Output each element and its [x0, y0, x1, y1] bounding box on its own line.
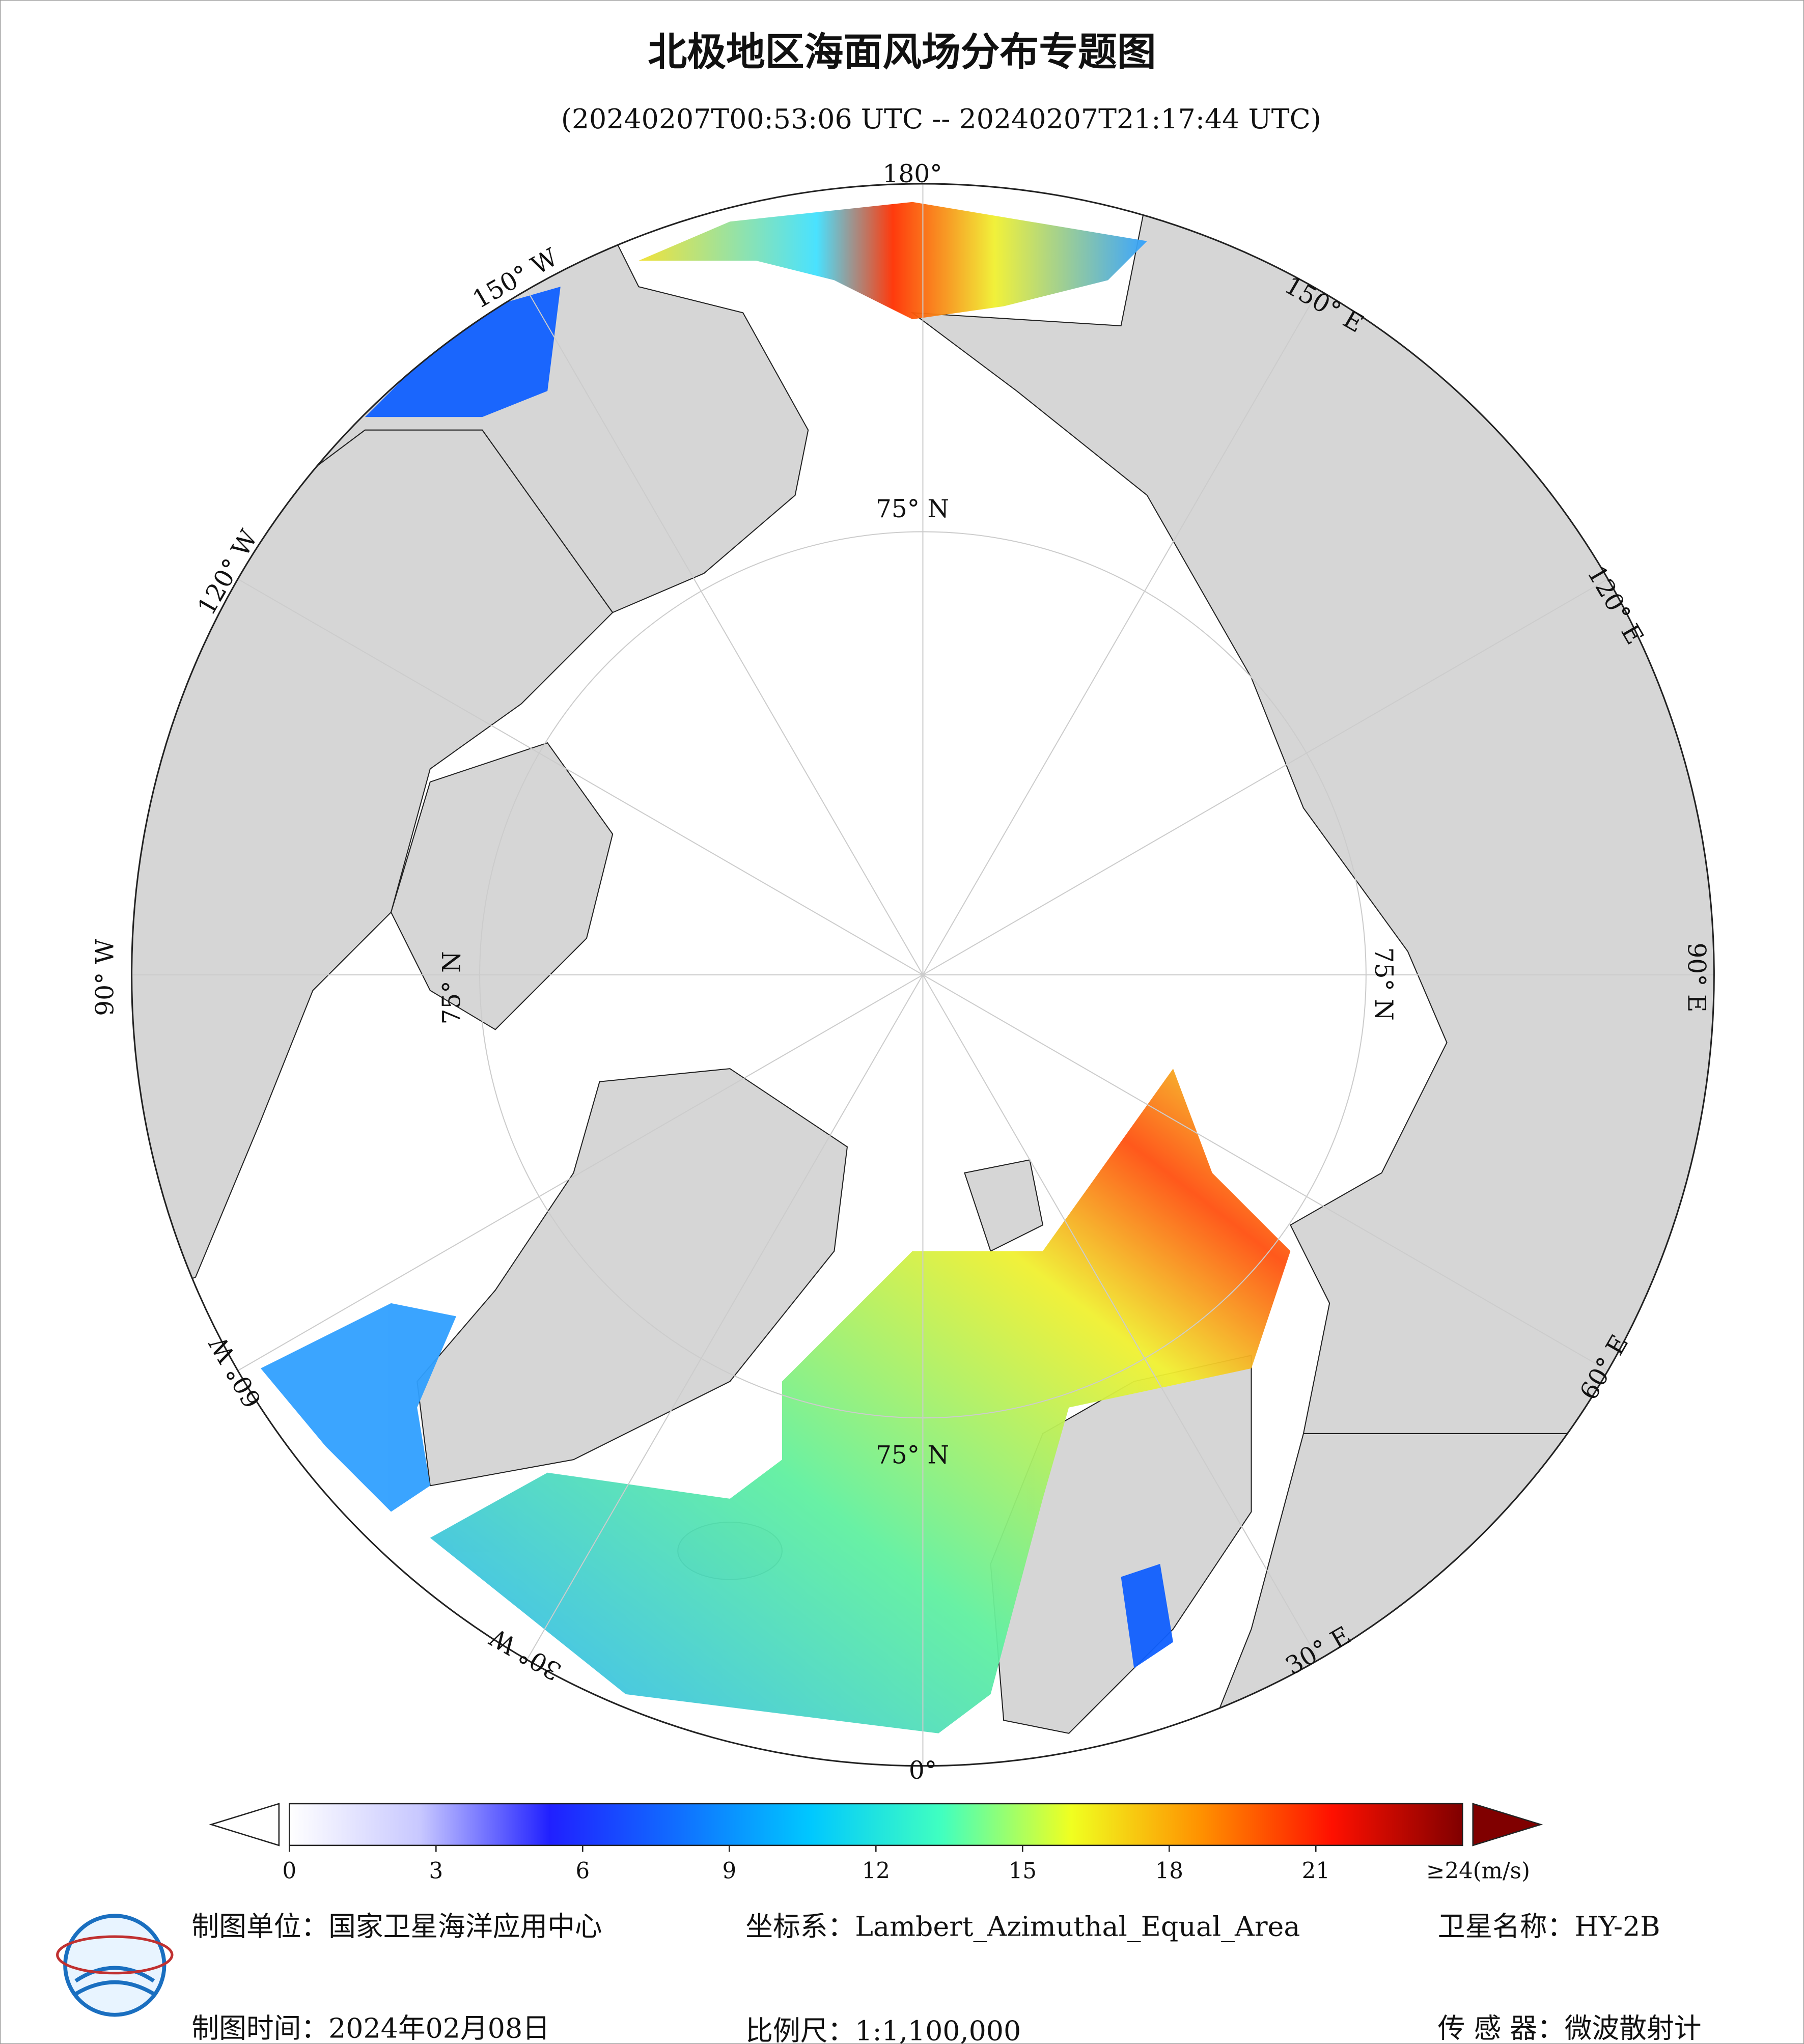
- colorbar-tick-label: 12: [862, 1859, 890, 1884]
- latitude-label: 75° N: [1369, 947, 1398, 1021]
- colorbar-tick-label: 0: [282, 1859, 296, 1884]
- colorbar-tick-label: 9: [722, 1859, 736, 1884]
- map-title: 北极地区海面风场分布专题图: [648, 30, 1156, 75]
- colorbar-tick-label: 6: [575, 1859, 590, 1884]
- footer-sensor: 传 感 器：微波散射计: [1438, 2012, 1702, 2044]
- footer-unit: 制图单位：国家卫星海洋应用中心: [191, 1911, 602, 1943]
- colorbar-tick-label: 21: [1302, 1859, 1330, 1884]
- meridian-label: 0°: [909, 1756, 937, 1785]
- colorbar-tick-label: 3: [429, 1859, 443, 1884]
- colorbar-tick-label: 18: [1155, 1859, 1183, 1884]
- logo: [56, 1914, 174, 2017]
- map-subtitle: (20240207T00:53:06 UTC -- 20240207T21:17…: [561, 103, 1321, 135]
- footer-satellite: 卫星名称：HY-2B: [1438, 1911, 1660, 1943]
- meridian-label: 90° E: [1682, 942, 1710, 1012]
- latitude-label: 75° N: [437, 951, 466, 1024]
- wind-field: [261, 202, 1291, 1733]
- latitude-label: 75° N: [876, 495, 949, 523]
- meridian-label: 180°: [882, 160, 942, 188]
- footer-date: 制图时间：2024年02月08日: [191, 2012, 550, 2044]
- meridian-label: 90° W: [91, 939, 119, 1016]
- map-border: [131, 183, 1715, 1767]
- colorbar-body: [289, 1803, 1463, 1846]
- latitude-label: 75° N: [876, 1441, 949, 1470]
- footer-scale: 比例尺：1:1,100,000: [745, 2014, 1021, 2044]
- graticule: [131, 183, 1714, 1766]
- colorbar-under: [209, 1803, 280, 1846]
- polar-map: [131, 183, 1714, 1766]
- colorbar-tick-label: 15: [1009, 1859, 1037, 1884]
- colorbar-over: [1472, 1803, 1543, 1846]
- colorbar: ≥24(m/s) 0 3 6 9 12 15 18 21: [209, 1803, 1543, 1884]
- footer-coord: 坐标系：Lambert_Azimuthal_Equal_Area: [745, 1911, 1300, 1943]
- colorbar-max-label: ≥24(m/s): [1426, 1859, 1530, 1884]
